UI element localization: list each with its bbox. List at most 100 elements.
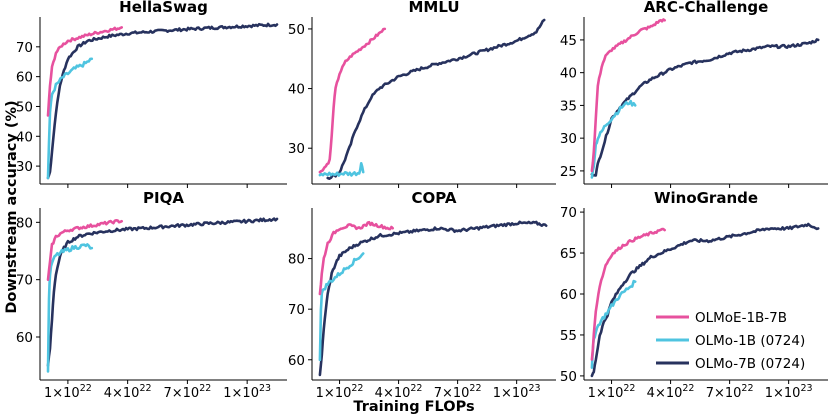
x-tick-exponent: 22 xyxy=(682,383,694,394)
x-tick-mantissa: 1 xyxy=(223,386,231,401)
x-tick-mantissa: 1 xyxy=(493,386,501,401)
x-tick-times: ×10 xyxy=(714,386,741,401)
series-line-olmoe-1b-7b xyxy=(590,227,666,361)
x-tick-label: 4×1022 xyxy=(104,383,152,401)
x-tick-times: ×10 xyxy=(596,386,623,401)
x-tick-times: ×10 xyxy=(324,386,351,401)
legend: OLMoE-1B-7B OLMo-1B (0724) OLMo-7B (0724… xyxy=(656,310,805,372)
x-tick-exponent: 22 xyxy=(410,383,422,394)
series-line-olmo-1b-0724 xyxy=(46,57,94,180)
y-tick-label: 70 xyxy=(560,205,577,221)
x-tick-mantissa: 1 xyxy=(316,386,324,401)
x-tick-exponent: 23 xyxy=(259,383,271,394)
x-tick-times: ×10 xyxy=(232,386,259,401)
panels: HellaSwag 30 40 50 60 70 MMLU 30 40 50 ARC-Challen… xyxy=(16,0,828,401)
y-tick-label: 65 xyxy=(560,246,577,262)
x-tick-mantissa: 4 xyxy=(647,386,655,401)
y-tick-label: 30 xyxy=(560,131,577,147)
series-line-olmo-7b-0724 xyxy=(46,217,279,367)
x-tick-mantissa: 7 xyxy=(706,386,714,401)
x-tick-exponent: 23 xyxy=(800,383,812,394)
series-line-olmoe-1b-7b xyxy=(46,219,123,281)
y-tick-label: 70 xyxy=(288,302,305,318)
panel-title-hellaswag: HellaSwag xyxy=(119,0,208,16)
x-tick-label: 7×1022 xyxy=(706,383,754,401)
series-line-olmoe-1b-7b xyxy=(318,27,387,174)
x-tick-label: 4×1022 xyxy=(375,383,423,401)
x-tick-mantissa: 7 xyxy=(434,386,442,401)
y-tick-label: 40 xyxy=(288,82,305,98)
x-tick-label: 7×1022 xyxy=(434,383,482,401)
x-tick-exponent: 22 xyxy=(80,383,92,394)
legend-label-olmo-7b: OLMo-7B (0724) xyxy=(695,356,805,372)
x-tick-mantissa: 1 xyxy=(588,386,596,401)
series-line-olmo-7b-0724 xyxy=(46,22,279,180)
y-tick-label: 30 xyxy=(16,159,33,175)
y-tick-label: 30 xyxy=(288,141,305,157)
x-axis-label: Training FLOPs xyxy=(353,399,474,415)
x-tick-times: ×10 xyxy=(172,386,199,401)
x-tick-mantissa: 1 xyxy=(765,386,773,401)
series-line-olmo-1b-0724 xyxy=(590,99,637,179)
x-tick-label: 4×1022 xyxy=(647,383,695,401)
series-line-olmo-1b-0724 xyxy=(590,279,637,369)
series-line-olmo-7b-0724 xyxy=(326,18,546,180)
x-tick-times: ×10 xyxy=(52,386,79,401)
panel-hellaswag: HellaSwag 30 40 50 60 70 xyxy=(16,0,287,188)
panel-arc-challenge: ARC-Challenge 25 30 35 40 45 xyxy=(560,0,828,188)
y-tick-label: 50 xyxy=(560,369,577,385)
x-tick-times: ×10 xyxy=(655,386,682,401)
y-axis-label: Downstream accuracy (%) xyxy=(4,100,20,313)
x-tick-label: 7×1022 xyxy=(163,383,211,401)
x-tick-mantissa: 1 xyxy=(44,386,52,401)
y-tick-label: 80 xyxy=(16,215,33,231)
x-tick-times: ×10 xyxy=(773,386,800,401)
x-tick-label: 1×1023 xyxy=(223,383,271,401)
series-line-olmoe-1b-7b xyxy=(318,220,394,296)
series-line-olmo-7b-0724 xyxy=(318,220,548,377)
x-tick-exponent: 22 xyxy=(741,383,753,394)
y-tick-label: 50 xyxy=(288,22,305,38)
legend-label-olmo-1b: OLMo-1B (0724) xyxy=(695,333,805,349)
x-tick-label: 1×1022 xyxy=(588,383,636,401)
x-tick-label: 1×1023 xyxy=(493,383,541,401)
y-tick-label: 45 xyxy=(560,33,577,49)
x-tick-times: ×10 xyxy=(112,386,139,401)
panel-title-winogrande: WinoGrande xyxy=(654,189,758,207)
x-tick-mantissa: 7 xyxy=(163,386,171,401)
y-tick-label: 60 xyxy=(16,330,33,346)
x-tick-times: ×10 xyxy=(383,386,410,401)
y-tick-label: 40 xyxy=(16,129,33,145)
x-tick-times: ×10 xyxy=(442,386,469,401)
panel-title-piqa: PIQA xyxy=(143,189,184,207)
x-tick-exponent: 22 xyxy=(623,383,635,394)
y-tick-label: 50 xyxy=(16,99,33,115)
y-tick-label: 60 xyxy=(288,353,305,369)
y-tick-label: 70 xyxy=(16,40,33,56)
x-tick-exponent: 22 xyxy=(351,383,363,394)
x-tick-exponent: 22 xyxy=(199,383,211,394)
series-line-olmo-7b-0724 xyxy=(590,38,820,177)
panel-title-arc-challenge: ARC-Challenge xyxy=(644,0,769,16)
series-line-olmoe-1b-7b xyxy=(46,26,123,117)
x-tick-times: ×10 xyxy=(501,386,528,401)
series-line-olmo-1b-0724 xyxy=(318,162,365,177)
y-tick-label: 25 xyxy=(560,164,577,180)
x-tick-exponent: 22 xyxy=(469,383,481,394)
panel-title-copa: COPA xyxy=(412,189,457,207)
x-tick-exponent: 23 xyxy=(528,383,540,394)
x-tick-mantissa: 4 xyxy=(104,386,112,401)
series-line-olmoe-1b-7b xyxy=(590,18,666,173)
y-tick-label: 70 xyxy=(16,273,33,289)
panel-mmlu: MMLU 30 40 50 xyxy=(288,0,556,188)
series-line-olmo-1b-0724 xyxy=(318,252,365,362)
series-line-olmo-7b-0724 xyxy=(590,222,820,378)
x-tick-mantissa: 4 xyxy=(375,386,383,401)
y-tick-label: 35 xyxy=(560,98,577,114)
y-tick-label: 40 xyxy=(560,66,577,82)
y-tick-label: 80 xyxy=(288,252,305,268)
